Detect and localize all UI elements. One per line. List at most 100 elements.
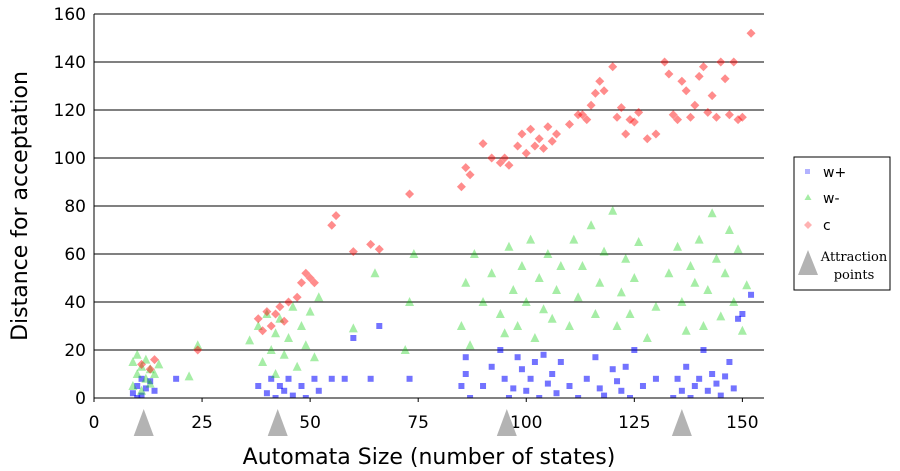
data-point-square bbox=[553, 390, 560, 397]
data-point-square bbox=[501, 375, 508, 382]
data-point-square bbox=[618, 387, 625, 394]
data-point-square bbox=[505, 395, 512, 398]
data-point-triangle bbox=[266, 345, 276, 354]
data-point-diamond bbox=[664, 69, 674, 79]
data-point-diamond bbox=[521, 148, 531, 158]
data-point-diamond bbox=[608, 62, 618, 72]
data-point-square bbox=[514, 354, 521, 361]
data-point-square bbox=[549, 371, 556, 377]
data-point-diamond bbox=[137, 359, 147, 369]
data-point-square bbox=[285, 375, 292, 382]
data-point-triangle bbox=[193, 340, 203, 350]
data-point-diamond bbox=[405, 189, 415, 199]
y-axis-title: Distance for acceptation bbox=[8, 71, 33, 341]
data-point-diamond bbox=[500, 153, 510, 163]
data-point-square bbox=[713, 380, 720, 387]
data-point-diamond bbox=[292, 292, 302, 302]
data-point-square bbox=[147, 378, 154, 385]
data-point-triangle bbox=[513, 321, 523, 330]
data-point-triangle bbox=[478, 297, 488, 306]
data-point-diamond bbox=[366, 239, 376, 249]
x-axis-title: Automata Size (number of states) bbox=[243, 445, 616, 470]
data-point-diamond bbox=[586, 100, 596, 110]
data-point-triangle bbox=[253, 321, 263, 330]
data-point-diamond bbox=[595, 76, 605, 86]
data-point-triangle bbox=[590, 309, 600, 318]
data-point-diamond bbox=[573, 110, 583, 120]
data-point-triangle bbox=[564, 321, 574, 330]
axes bbox=[93, 14, 764, 402]
data-point-triangle bbox=[128, 357, 138, 366]
data-point-square bbox=[696, 375, 703, 382]
data-point-triangle bbox=[309, 352, 319, 362]
data-point-triangle bbox=[556, 261, 566, 270]
y-tick-label: 20 bbox=[64, 341, 86, 361]
data-point-diamond bbox=[724, 110, 734, 120]
data-point-triangle bbox=[517, 261, 527, 270]
data-point-diamond bbox=[271, 309, 281, 319]
data-point-square bbox=[134, 395, 141, 398]
data-point-diamond bbox=[729, 57, 739, 67]
data-point-triangle bbox=[184, 371, 194, 381]
data-point-triangle bbox=[292, 361, 302, 371]
data-point-square bbox=[458, 383, 465, 389]
data-point-diamond bbox=[629, 117, 639, 127]
data-point-diamond bbox=[634, 107, 644, 117]
data-point-triangle bbox=[141, 373, 151, 383]
data-point-triangle bbox=[534, 273, 544, 282]
data-point-diamond bbox=[686, 112, 696, 122]
x-tick-label: 0 bbox=[89, 413, 100, 433]
data-point-triangle bbox=[634, 237, 644, 246]
data-point-square bbox=[151, 387, 158, 394]
data-point-square bbox=[540, 351, 547, 358]
data-point-square bbox=[575, 395, 582, 398]
data-point-square bbox=[406, 375, 413, 382]
data-point-square bbox=[376, 323, 383, 329]
data-point-square bbox=[462, 354, 469, 361]
data-point-triangle bbox=[284, 333, 294, 342]
attraction-points bbox=[133, 409, 692, 436]
data-point-square bbox=[138, 375, 145, 382]
data-point-diamond bbox=[564, 119, 574, 129]
data-point-triangle bbox=[504, 241, 514, 251]
data-point-triangle bbox=[573, 292, 583, 302]
data-point-diamond bbox=[651, 129, 661, 139]
data-point-square bbox=[289, 392, 296, 398]
data-point-square bbox=[614, 378, 621, 385]
x-tick-label: 125 bbox=[618, 413, 650, 433]
data-point-square bbox=[315, 387, 322, 394]
data-point-diamond bbox=[582, 115, 592, 125]
data-point-diamond bbox=[309, 278, 319, 288]
data-point-square bbox=[652, 375, 659, 382]
data-point-diamond bbox=[193, 345, 203, 355]
data-point-square bbox=[523, 387, 530, 394]
data-point-square bbox=[281, 387, 288, 394]
y-tick-label: 160 bbox=[54, 5, 86, 25]
data-point-diamond bbox=[348, 247, 358, 257]
data-point-triangle bbox=[612, 321, 622, 330]
data-point-triangle bbox=[495, 309, 505, 318]
data-point-diamond bbox=[145, 364, 155, 374]
data-point-square bbox=[739, 311, 746, 317]
data-point-triangle bbox=[154, 359, 164, 369]
data-point-diamond bbox=[698, 62, 708, 72]
data-point-diamond bbox=[279, 316, 289, 326]
data-point-square bbox=[311, 375, 318, 382]
data-point-diamond bbox=[478, 139, 488, 149]
attraction-point-marker bbox=[496, 409, 517, 436]
data-point-triangle bbox=[405, 297, 415, 306]
data-point-triangle bbox=[262, 309, 272, 318]
data-point-triangle bbox=[608, 205, 618, 215]
data-point-triangle bbox=[711, 253, 721, 263]
x-tick-label: 150 bbox=[726, 413, 758, 433]
legend-label-w-minus: w- bbox=[823, 191, 840, 207]
data-point-triangle bbox=[552, 285, 562, 294]
data-point-square bbox=[722, 373, 729, 380]
y-tick-label: 40 bbox=[64, 293, 86, 313]
data-point-diamond bbox=[262, 307, 272, 317]
data-point-triangle bbox=[629, 273, 639, 282]
data-point-square bbox=[462, 371, 469, 377]
data-point-triangle bbox=[547, 313, 557, 323]
data-point-triangle bbox=[145, 364, 155, 374]
